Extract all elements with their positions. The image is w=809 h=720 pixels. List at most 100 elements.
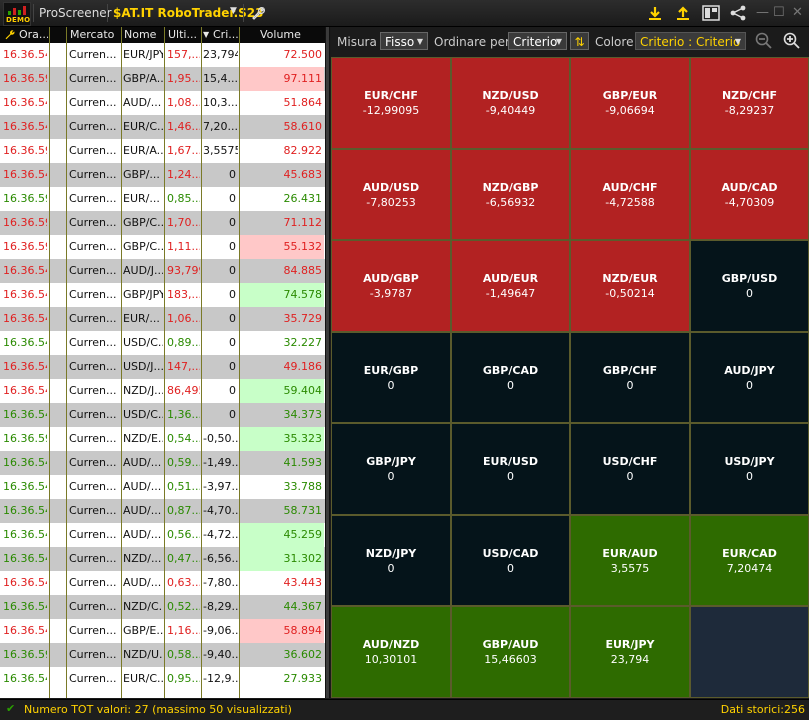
table-row[interactable]: 16.36.54 Curren... AUD/... 1,08...10,3... 51… bbox=[0, 91, 325, 115]
table-row[interactable]: 16.36.54 Curren... USD/C... 1,36... 0 34.373 bbox=[0, 403, 325, 427]
misura-dropdown[interactable]: Fisso ▼ bbox=[380, 32, 428, 50]
sort-desc-icon[interactable]: ▼ bbox=[203, 30, 210, 39]
table-row[interactable]: 16.36.54 Curren... EUR/C... 1,46...7,20... 5… bbox=[0, 115, 325, 139]
minimize-icon[interactable]: — bbox=[756, 5, 769, 20]
zoom-in-icon[interactable] bbox=[782, 32, 802, 50]
treemap-tile[interactable]: AUD/GBP -3,9787 bbox=[331, 240, 451, 332]
table-row[interactable]: 16.36.54 Curren... NZD/J... 86,495 0 59.404 bbox=[0, 379, 325, 403]
table-row[interactable]: 16.36.59 Curren... EUR/... 0,85... 0 26.431 bbox=[0, 187, 325, 211]
column-header-name[interactable]: Nome bbox=[124, 28, 157, 41]
cell-criterion: 15,4... bbox=[203, 72, 238, 85]
treemap-tile[interactable]: NZD/CHF -8,29237 bbox=[690, 57, 809, 149]
cell-name: EUR/JPY bbox=[123, 48, 163, 61]
treemap-tile[interactable]: EUR/JPY 23,794 bbox=[570, 606, 690, 698]
separator bbox=[243, 4, 244, 22]
cell-last: 1,95... bbox=[167, 72, 200, 85]
column-header-market[interactable]: Mercato bbox=[70, 28, 115, 41]
treemap-tile[interactable]: NZD/USD -9,40449 bbox=[451, 57, 570, 149]
wrench-icon[interactable] bbox=[4, 27, 20, 43]
cell-time: 16.36.54 bbox=[3, 456, 47, 469]
treemap-tile[interactable]: GBP/JPY 0 bbox=[331, 423, 451, 515]
cell-name: AUD/... bbox=[123, 456, 162, 469]
table-row[interactable]: 16.36.59 Curren... NZD/E... 0,54...-0,50...… bbox=[0, 427, 325, 451]
screener-table[interactable]: Ora... Mercato Nome Ulti... ▼ Cri... Vol… bbox=[0, 27, 325, 698]
table-row[interactable]: 16.36.54 Curren... AUD/... 0,63...-7,80... 4… bbox=[0, 571, 325, 595]
cell-volume: 43.443 bbox=[283, 576, 323, 589]
treemap-tile[interactable]: EUR/AUD 3,5575 bbox=[570, 515, 690, 606]
table-row[interactable]: 16.36.54 Curren... EUR/C... 0,95...-12,9...… bbox=[0, 667, 325, 691]
table-row[interactable]: 16.36.54 Curren... AUD/... 0,51...-3,97... 3… bbox=[0, 475, 325, 499]
table-row[interactable]: 16.36.54 Curren... AUD/... 0,59...-1,49... 4… bbox=[0, 451, 325, 475]
treemap-tile[interactable]: GBP/CAD 0 bbox=[451, 332, 570, 423]
layout-icon[interactable] bbox=[701, 4, 721, 22]
title-bar: DEMO ProScreener $AT.IT RoboTrader.S23 ▼… bbox=[0, 0, 809, 27]
treemap-tile[interactable]: AUD/USD -7,80253 bbox=[331, 149, 451, 240]
table-row[interactable]: 16.36.54 Curren... USD/C... 0,89... 0 32.227 bbox=[0, 331, 325, 355]
table-row[interactable]: 16.36.59 Curren... EUR/A... 1,67...3,5575 82… bbox=[0, 139, 325, 163]
table-row[interactable]: 16.36.54 Curren... NZD/C... 0,52...-8,29...… bbox=[0, 595, 325, 619]
ordinare-label: Ordinare per bbox=[434, 35, 510, 49]
table-row[interactable]: 16.36.54 Curren... USD/J... 147,... 0 49.186 bbox=[0, 355, 325, 379]
table-row[interactable]: 16.36.54 Curren... GBP/... 1,24... 0 45.683 bbox=[0, 163, 325, 187]
upload-icon[interactable] bbox=[673, 4, 693, 22]
treemap-tile[interactable]: EUR/CHF -12,99095 bbox=[331, 57, 451, 149]
table-row[interactable]: 16.36.59 Curren... GBP/C... 1,11... 0 55.132 bbox=[0, 235, 325, 259]
treemap-tile[interactable]: USD/CHF 0 bbox=[570, 423, 690, 515]
treemap-tile[interactable]: AUD/NZD 10,30101 bbox=[331, 606, 451, 698]
table-row[interactable]: 16.36.54 Curren... AUD/... 0,87...-4,70... 5… bbox=[0, 499, 325, 523]
treemap-tile[interactable]: GBP/CHF 0 bbox=[570, 332, 690, 423]
column-header-last[interactable]: Ulti... bbox=[168, 28, 197, 41]
treemap-tile[interactable]: GBP/AUD 15,46603 bbox=[451, 606, 570, 698]
close-icon[interactable]: ✕ bbox=[792, 5, 803, 20]
share-icon[interactable] bbox=[728, 4, 748, 22]
cell-last: 1,67... bbox=[167, 144, 200, 157]
download-icon[interactable] bbox=[645, 4, 665, 22]
cell-criterion: 0 bbox=[229, 192, 236, 205]
treemap-tile[interactable]: AUD/CHF -4,72588 bbox=[570, 149, 690, 240]
treemap-tile[interactable]: EUR/GBP 0 bbox=[331, 332, 451, 423]
treemap-tile[interactable]: AUD/EUR -1,49647 bbox=[451, 240, 570, 332]
treemap-tile[interactable]: GBP/EUR -9,06694 bbox=[570, 57, 690, 149]
treemap-tile[interactable]: NZD/GBP -6,56932 bbox=[451, 149, 570, 240]
table-row[interactable]: 16.36.59 Curren... GBP/A... 1,95...15,4...9… bbox=[0, 67, 325, 91]
wrench-icon[interactable] bbox=[249, 4, 267, 22]
misura-label: Misura bbox=[337, 35, 377, 49]
cell-last: 1,08... bbox=[167, 96, 200, 109]
column-header-criterion[interactable]: Cri... bbox=[213, 28, 239, 41]
table-row[interactable]: 16.36.54 Curren... GBP/E... 1,16...-9,06...… bbox=[0, 619, 325, 643]
treemap-tile[interactable]: AUD/CAD -4,70309 bbox=[690, 149, 809, 240]
column-header-time[interactable]: Ora... bbox=[19, 28, 48, 41]
chevron-down-icon[interactable]: ▼ bbox=[230, 6, 237, 16]
maximize-icon[interactable]: ☐ bbox=[773, 5, 785, 20]
table-row[interactable]: 16.36.54 Curren... AUD/J... 93,799 0 84.885 bbox=[0, 259, 325, 283]
table-row[interactable]: 16.36.54 Curren... EUR/... 1,06... 0 35.729 bbox=[0, 307, 325, 331]
treemap-tile[interactable]: GBP/USD 0 bbox=[690, 240, 809, 332]
prorealtime-logo[interactable]: DEMO bbox=[3, 2, 31, 26]
table-row[interactable]: 16.36.59 Curren... NZD/U... 0,58...-9,40...… bbox=[0, 643, 325, 667]
table-row[interactable]: 16.36.59 Curren... GBP/C... 1,70... 0 71.112 bbox=[0, 211, 325, 235]
treemap-tile[interactable]: NZD/EUR -0,50214 bbox=[570, 240, 690, 332]
treemap-tile[interactable]: USD/CAD 0 bbox=[451, 515, 570, 606]
tile-value: -7,80253 bbox=[366, 195, 416, 209]
treemap-tile[interactable]: USD/JPY 0 bbox=[690, 423, 809, 515]
table-row[interactable]: 16.36.54 Curren... NZD/... 0,47...-6,56...3… bbox=[0, 547, 325, 571]
app-name[interactable]: ProScreener bbox=[39, 6, 112, 20]
sort-direction-icon[interactable]: ⇅ bbox=[570, 32, 589, 50]
zoom-out-icon[interactable] bbox=[754, 32, 774, 50]
tile-value: -0,50214 bbox=[605, 287, 655, 300]
treemap-tile[interactable]: EUR/CAD 7,20474 bbox=[690, 515, 809, 606]
column-header-volume[interactable]: Volume bbox=[260, 28, 301, 41]
color-dropdown[interactable]: Criterio : Criterio ▼ bbox=[635, 32, 746, 50]
table-row[interactable]: 16.36.54 Curren... GBP/JPY 183,... 0 74.578 bbox=[0, 283, 325, 307]
treemap-tile[interactable]: NZD/JPY 0 bbox=[331, 515, 451, 606]
treemap-tile[interactable]: AUD/JPY 0 bbox=[690, 332, 809, 423]
pane-splitter[interactable] bbox=[325, 27, 330, 698]
cell-market: Curren... bbox=[69, 264, 117, 277]
cell-market: Curren... bbox=[69, 72, 117, 85]
cell-volume: 97.111 bbox=[240, 67, 324, 91]
table-row[interactable]: 16.36.54 Curren... AUD/... 0,56...-4,72...4… bbox=[0, 523, 325, 547]
table-row[interactable]: 16.36.54 Curren... EUR/JPY 157,...23,794 72.… bbox=[0, 43, 325, 67]
sort-dropdown[interactable]: Criterio ▼ bbox=[508, 32, 567, 50]
workspace-selector[interactable]: $AT.IT RoboTrader.S23 bbox=[113, 6, 264, 20]
treemap-tile[interactable]: EUR/USD 0 bbox=[451, 423, 570, 515]
